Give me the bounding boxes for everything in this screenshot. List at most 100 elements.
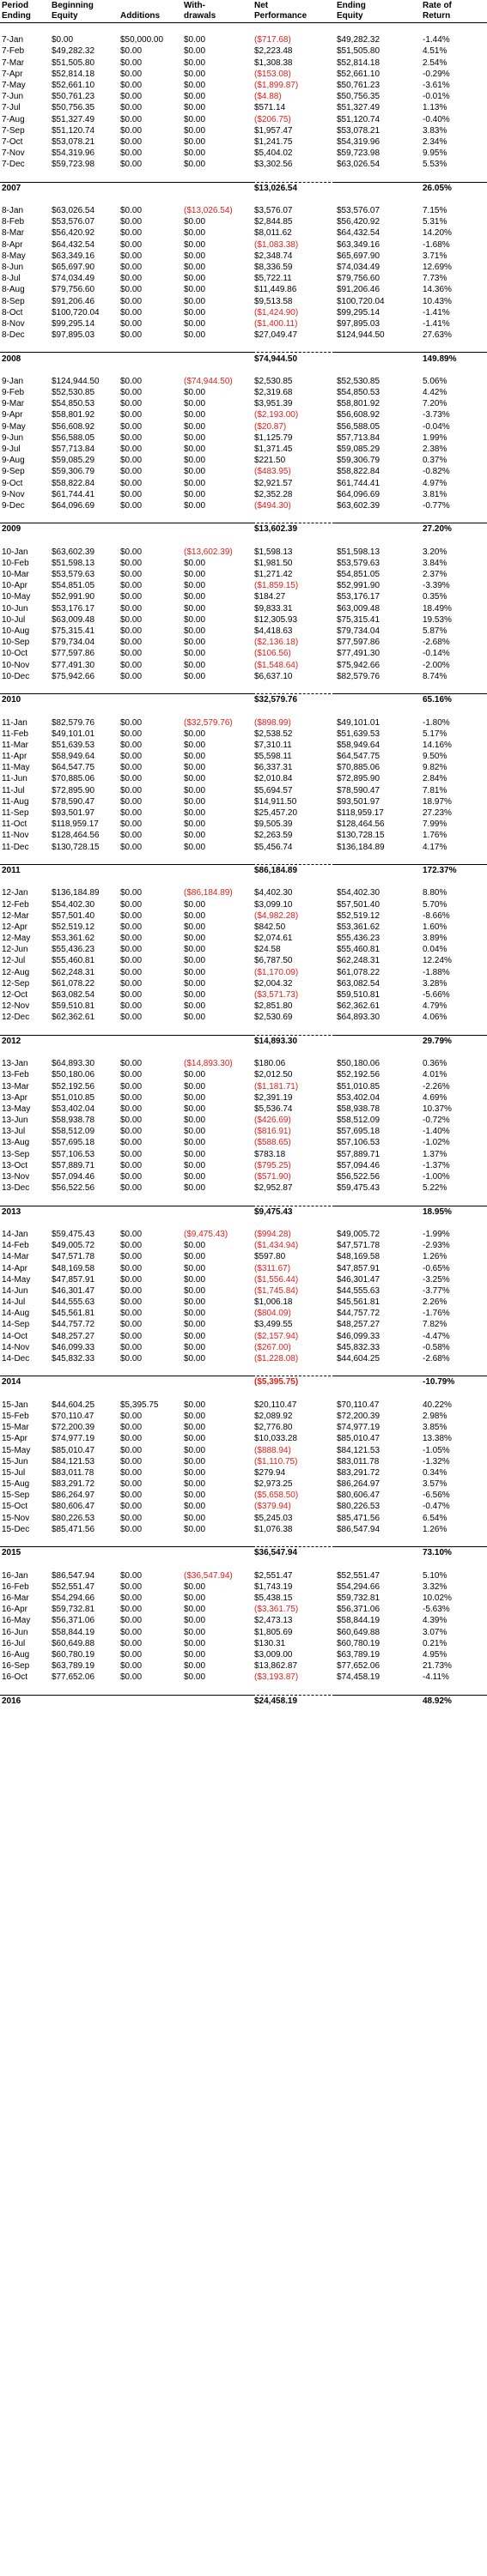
withdrawals-cell: $0.00 [184, 1297, 206, 1308]
table-row: 13-Nov $57,094.46 $0.00 $0.00 ($571.90) $56,5… [0, 1171, 487, 1182]
period-cell: 7-Jul [2, 103, 21, 113]
rate-of-return-cell: 2.98% [423, 1411, 447, 1421]
empty-cell [50, 693, 119, 706]
net-performance-cell: $2,973.25 [254, 1479, 293, 1490]
net-performance-cell: ($2,157.94) [254, 1331, 299, 1341]
additions-cell: $0.00 [120, 318, 143, 329]
table-row: 10-Jul $63,009.48 $0.00 $0.00 $12,305.93 $75,… [0, 614, 487, 626]
table-row: 9-Apr $58,801.92 $0.00 $0.00 ($2,193.00) $56,… [0, 409, 487, 420]
rate-of-return-cell: 14.16% [423, 740, 452, 750]
withdrawals-cell: $0.00 [184, 330, 206, 341]
rate-of-return-cell: 3.85% [423, 1423, 447, 1433]
additions-cell: $0.00 [120, 399, 143, 409]
table-row: 10-Aug $75,315.41 $0.00 $0.00 $4,418.63 $79,7… [0, 626, 487, 637]
net-performance-cell: $2,012.50 [254, 1070, 293, 1080]
table-row: 7-Jul $50,756.35 $0.00 $0.00 $571.14 $51,327.… [0, 102, 487, 113]
table-row: 8-Nov $99,295.14 $0.00 $0.00 ($1,400.11) $97,… [0, 318, 487, 330]
withdrawals-cell: $0.00 [184, 388, 206, 398]
table-row: 12-Jul $55,460.81 $0.00 $0.00 $6,787.50 $62,2… [0, 955, 487, 966]
table-row: 12-Aug $62,248.31 $0.00 $0.00 ($1,170.09) $61… [0, 967, 487, 978]
year-net-total: $74,944.50 [253, 352, 335, 365]
period-cell: 15-Dec [2, 1524, 30, 1534]
net-performance-cell: $14,911.50 [254, 796, 297, 807]
net-performance-cell: ($3,193.87) [254, 1672, 299, 1683]
beginning-equity-cell: $49,101.01 [52, 729, 95, 739]
year-rate-of-return: 73.10% [421, 1546, 487, 1559]
period-cell: 16-Aug [2, 1649, 30, 1660]
beginning-equity-cell: $77,652.06 [52, 1672, 95, 1683]
period-cell: 9-Jul [2, 444, 21, 455]
additions-cell: $0.00 [120, 740, 143, 750]
net-performance-cell: ($267.00) [254, 1342, 291, 1352]
period-cell: 8-Dec [2, 330, 25, 341]
ending-equity-cell: $52,814.18 [337, 57, 380, 68]
additions-cell: $0.00 [120, 592, 143, 602]
withdrawals-cell: $0.00 [184, 217, 206, 227]
beginning-equity-cell: $70,885.06 [52, 774, 95, 784]
period-cell: 12-Jul [2, 956, 26, 966]
additions-cell: $0.00 [120, 910, 143, 921]
year-label: 2013 [0, 1205, 50, 1218]
table-row: 8-Jan $63,026.54 $0.00 ($13,026.54) $3,576.0… [0, 205, 487, 216]
period-cell: 11-Aug [2, 796, 29, 807]
period-cell: 11-Dec [2, 842, 29, 852]
table-row: 15-May $85,010.47 $0.00 $0.00 ($888.94) $84,1… [0, 1444, 487, 1455]
rate-of-return-cell: 18.49% [423, 603, 452, 614]
period-cell: 14-Jun [2, 1285, 28, 1296]
additions-cell: $0.00 [120, 81, 143, 91]
period-cell: 7-Aug [2, 114, 25, 124]
empty-cell [50, 352, 119, 365]
table-row: 15-Jul $83,011.78 $0.00 $0.00 $279.94 $83,291… [0, 1467, 487, 1478]
period-cell: 13-Jun [2, 1116, 28, 1126]
empty-cell [119, 1546, 182, 1559]
net-performance-cell: $2,004.32 [254, 978, 293, 989]
rate-of-return-cell: 7.99% [423, 819, 447, 830]
rate-of-return-cell: 5.10% [423, 1570, 447, 1581]
period-cell: 13-Aug [2, 1138, 30, 1148]
beginning-equity-cell: $44,604.25 [52, 1400, 95, 1410]
table-row: 11-Nov $128,464.56 $0.00 $0.00 $2,263.59 $130… [0, 830, 487, 841]
period-cell: 14-Jan [2, 1229, 28, 1239]
net-performance-cell: $130.31 [254, 1638, 286, 1648]
spacer-row [0, 1364, 487, 1376]
rate-of-return-cell: 0.35% [423, 592, 447, 602]
additions-cell: $0.00 [120, 729, 143, 739]
table-row: 15-Dec $85,471.56 $0.00 $0.00 $1,076.38 $86,5… [0, 1524, 487, 1535]
additions-cell: $0.00 [120, 1263, 143, 1273]
beginning-equity-cell: $86,264.97 [52, 1491, 95, 1501]
ending-equity-cell: $59,306.79 [337, 456, 380, 466]
year-net-total: $32,579.76 [253, 693, 335, 706]
withdrawals-cell: $0.00 [184, 1605, 206, 1615]
net-performance-cell: $5,694.57 [254, 785, 293, 795]
withdrawals-cell: $0.00 [184, 842, 206, 852]
beginning-equity-cell: $52,519.12 [52, 922, 95, 932]
beginning-equity-cell: $56,522.56 [52, 1183, 95, 1194]
ending-equity-cell: $57,695.18 [337, 1127, 380, 1137]
additions-cell: $0.00 [120, 1149, 143, 1159]
additions-cell: $0.00 [120, 69, 143, 79]
beginning-equity-cell: $50,761.23 [52, 92, 95, 102]
beginning-equity-cell: $54,294.66 [52, 1593, 95, 1603]
additions-cell: $0.00 [120, 978, 143, 989]
beginning-equity-cell: $63,009.48 [52, 614, 95, 625]
period-cell: 10-Feb [2, 558, 29, 568]
beginning-equity-cell: $48,257.27 [52, 1331, 95, 1341]
withdrawals-cell: $0.00 [184, 785, 206, 795]
empty-cell [119, 1694, 182, 1707]
ending-equity-cell: $74,034.49 [337, 263, 380, 273]
ending-equity-cell: $45,561.81 [337, 1297, 380, 1308]
ending-equity-cell: $84,121.53 [337, 1445, 380, 1455]
table-row: 14-Dec $45,832.33 $0.00 $0.00 ($1,228.08) $44… [0, 1353, 487, 1364]
withdrawals-cell: $0.00 [184, 92, 206, 102]
withdrawals-cell: $0.00 [184, 671, 206, 681]
empty-cell [50, 1034, 119, 1047]
net-performance-cell: $2,391.19 [254, 1092, 293, 1103]
additions-cell: $5,395.75 [120, 1400, 159, 1410]
additions-cell: $0.00 [120, 1513, 143, 1523]
net-performance-cell: $1,076.38 [254, 1524, 293, 1534]
year-rate-of-return: 48.92% [421, 1694, 487, 1707]
ending-equity-cell: $44,555.63 [337, 1285, 380, 1296]
period-cell: 9-Aug [2, 456, 25, 466]
ending-equity-cell: $48,257.27 [337, 1320, 380, 1330]
ending-equity-header: Ending Equity [335, 0, 421, 23]
